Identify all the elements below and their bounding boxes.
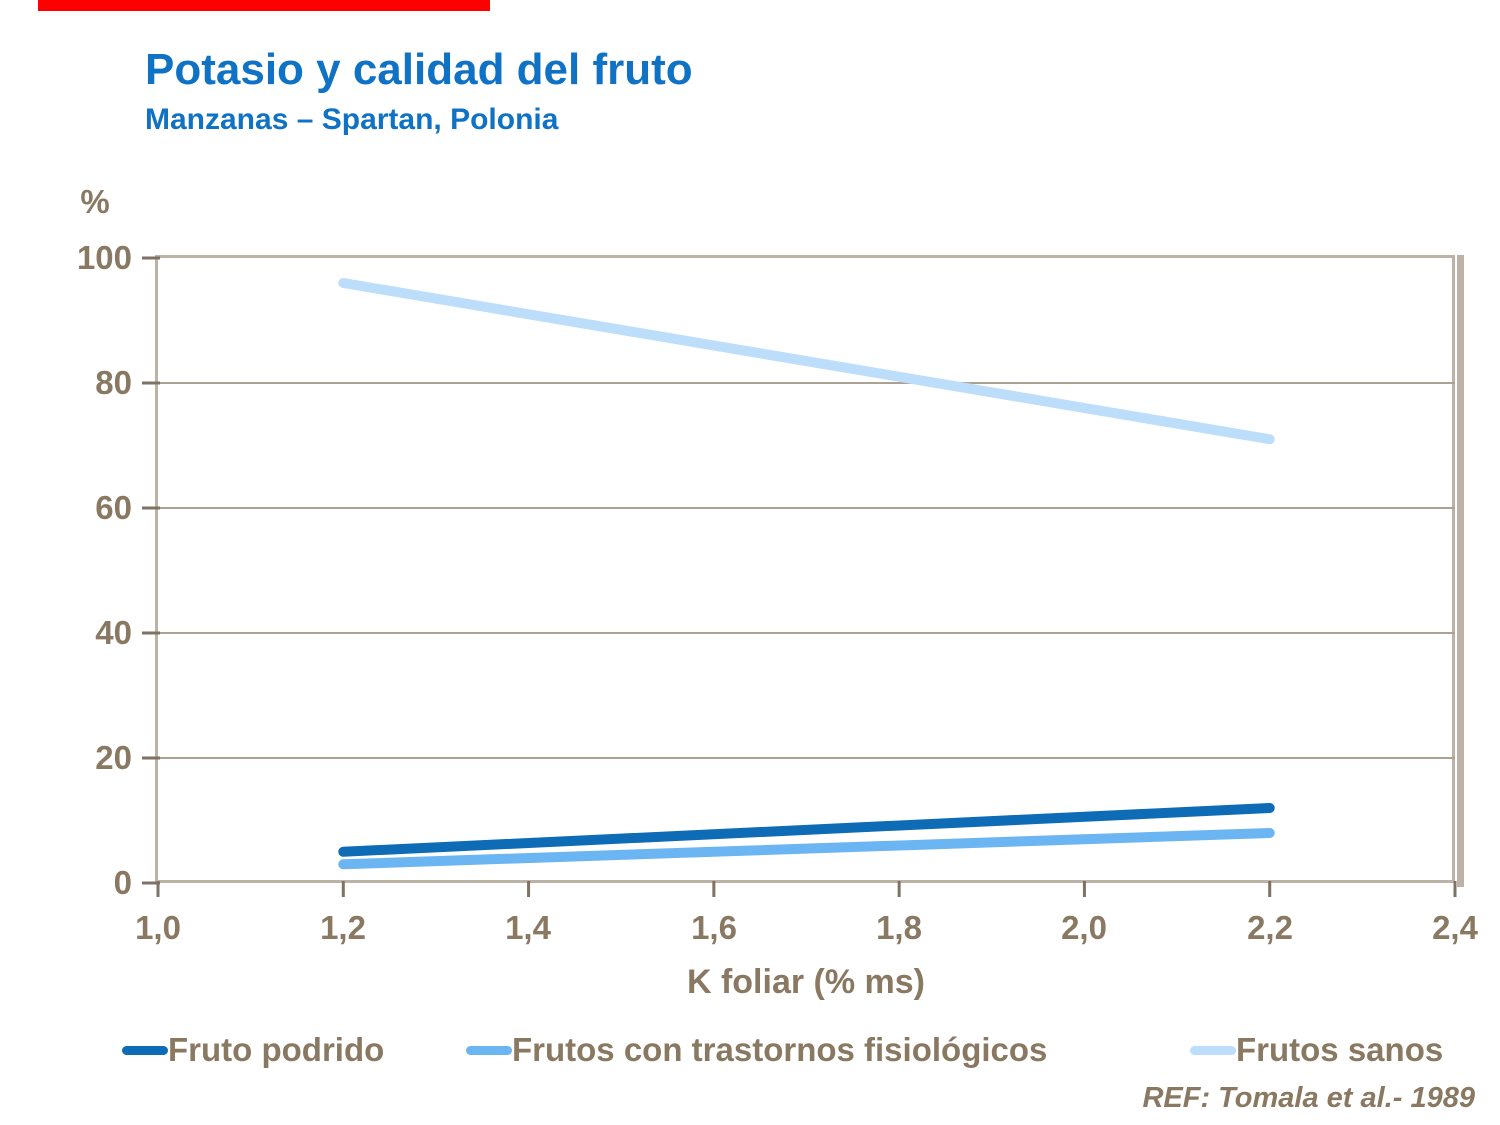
- x-tick-label: 2,2: [1247, 909, 1293, 946]
- x-tick-label: 2,0: [1061, 909, 1107, 946]
- series-line-0: [338, 803, 1275, 857]
- y-tick-label: 40: [95, 614, 132, 651]
- y-tick-label: 80: [95, 364, 132, 401]
- legend-label: Frutos sanos: [1236, 1031, 1444, 1068]
- plot-area-right-edge: [1457, 255, 1464, 887]
- legend-item-fruto-podrido: Fruto podrido: [122, 1026, 384, 1074]
- x-tick-label: 1,8: [876, 909, 922, 946]
- y-tick-label: 0: [113, 864, 132, 901]
- y-tick-label: 60: [95, 489, 132, 526]
- legend-dash-icon: [122, 1045, 168, 1055]
- legend-label: Fruto podrido: [168, 1031, 385, 1068]
- x-tick-label: 1,6: [691, 909, 737, 946]
- legend-item-frutos-sanos: Frutos sanos: [1190, 1026, 1443, 1074]
- x-tick-label: 2,4: [1432, 909, 1478, 946]
- legend-item-frutos-trastornos: Frutos con trastornos fisiológicos: [466, 1026, 1047, 1074]
- chart-legend: Fruto podrido Frutos con trastornos fisi…: [0, 1026, 1500, 1074]
- legend-label: Frutos con trastornos fisiológicos: [512, 1031, 1048, 1068]
- x-tick-label: 1,0: [135, 909, 181, 946]
- legend-dash-icon: [1190, 1045, 1236, 1055]
- y-tick-label: 20: [95, 739, 132, 776]
- x-axis-title: K foliar (% ms): [686, 963, 926, 1001]
- y-tick-label: 100: [76, 239, 132, 276]
- red-accent-bar: [38, 0, 490, 11]
- reference-citation: REF: Tomala et al.- 1989: [1142, 1082, 1475, 1114]
- y-axis-unit-label: %: [80, 183, 110, 220]
- series-line-1: [338, 828, 1275, 870]
- x-tick-label: 1,2: [320, 909, 366, 946]
- legend-dash-icon: [466, 1045, 512, 1055]
- series-line-2: [338, 278, 1275, 445]
- page-title: Potasio y calidad del fruto: [145, 45, 693, 94]
- x-tick-label: 1,4: [505, 909, 551, 946]
- page-subtitle: Manzanas – Spartan, Polonia: [145, 103, 559, 136]
- chart-svg: [142, 256, 1457, 897]
